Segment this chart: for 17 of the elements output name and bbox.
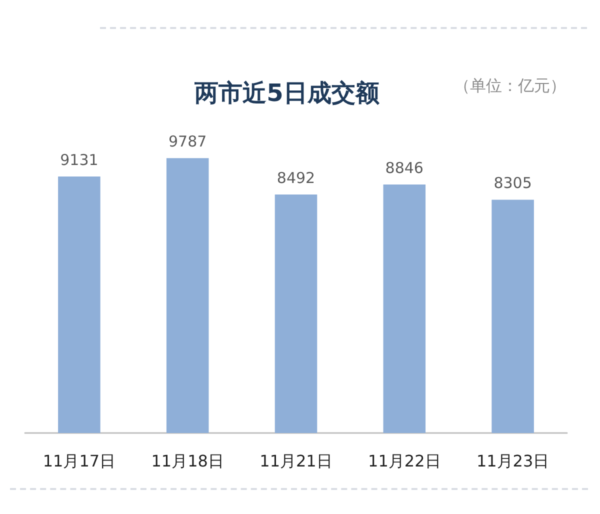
bar [383,184,426,433]
data-label: 8492 [276,168,316,187]
data-label: 8846 [385,159,424,178]
x-tick-label: 11月21日 [260,452,332,470]
bar [166,158,209,433]
bar [492,200,534,433]
text: （单位：亿元） [454,76,566,97]
x-tick-label: 11月22日 [368,452,441,470]
chart-title: 两市近5日成交额 [194,79,380,107]
bar [274,194,318,433]
data-label: 9131 [60,151,98,170]
data-label: 9787 [168,132,207,151]
x-tick-label: 11月17日 [42,452,116,470]
x-tick-label: 11月18日 [151,452,224,470]
bar [58,176,100,433]
x-tick-label: 11月23日 [476,452,550,470]
data-label: 8305 [494,174,532,192]
